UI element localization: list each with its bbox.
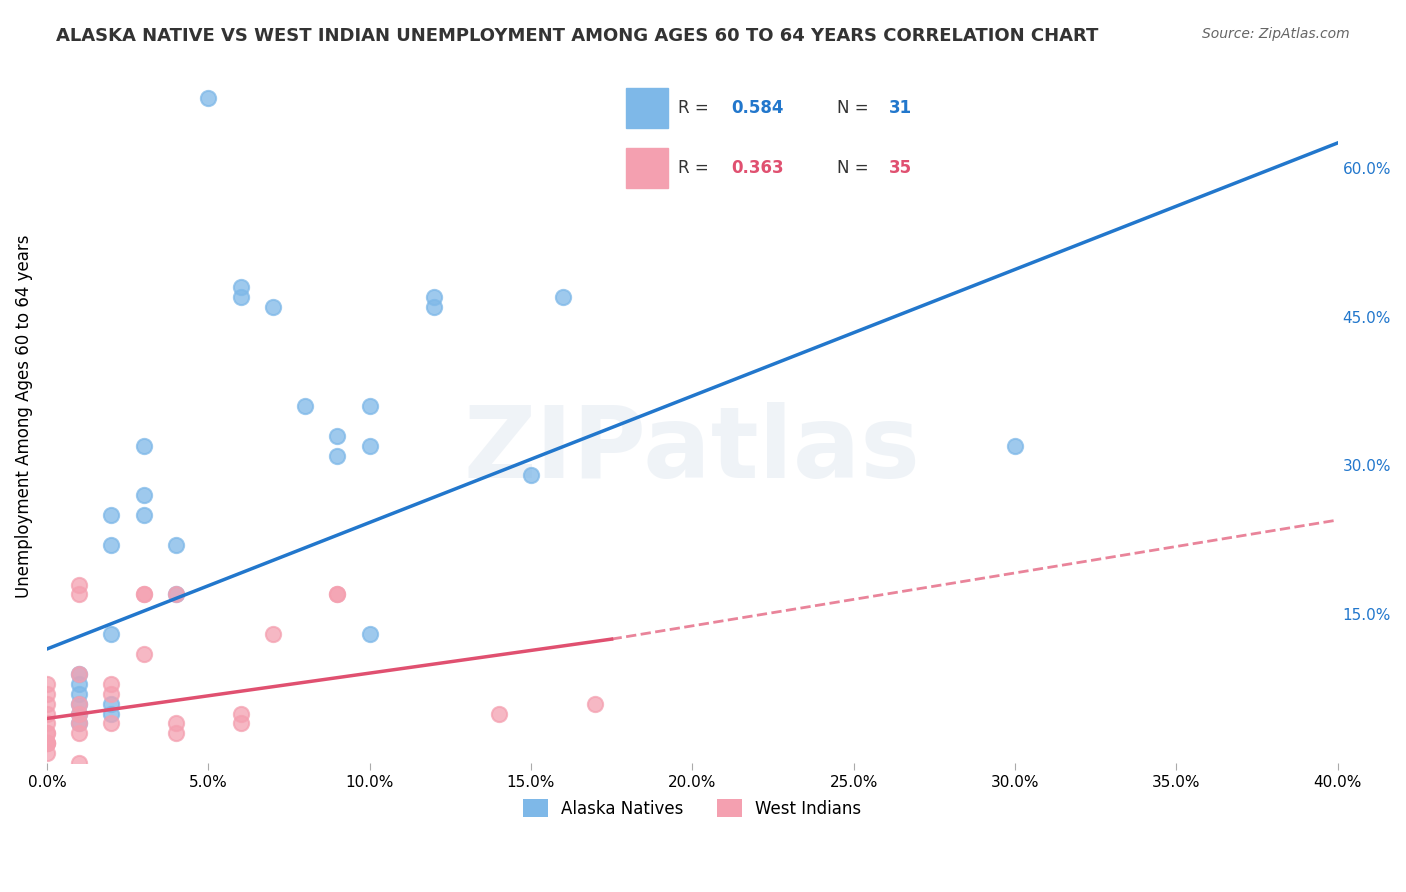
Point (132, 647, 155, 661)
Text: N =: N = (837, 100, 873, 118)
Point (553, 290, 575, 304)
Point (35, 677, 58, 691)
Point (132, 587, 155, 601)
Point (100, 716, 122, 731)
Text: ZIPatlas: ZIPatlas (464, 402, 921, 499)
Point (100, 508, 122, 522)
Point (165, 716, 187, 731)
Point (67, 706, 90, 721)
Point (67, 577, 90, 591)
Point (67, 716, 90, 731)
Point (35, 687, 58, 701)
Point (229, 716, 252, 731)
Point (35, 726, 58, 740)
Point (262, 627, 284, 641)
Point (67, 706, 90, 721)
Point (262, 300, 284, 314)
Point (100, 538, 122, 552)
Point (67, 666, 90, 681)
Point (67, 687, 90, 701)
Text: 35: 35 (889, 160, 912, 178)
Text: 0.363: 0.363 (731, 160, 783, 178)
Point (132, 508, 155, 522)
Point (229, 280, 252, 294)
Point (35, 746, 58, 760)
Point (132, 439, 155, 453)
Point (67, 697, 90, 711)
Point (100, 677, 122, 691)
Point (100, 687, 122, 701)
Point (1004, 439, 1026, 453)
Point (423, 300, 446, 314)
Point (35, 716, 58, 731)
Point (359, 439, 381, 453)
Point (359, 627, 381, 641)
Point (165, 587, 187, 601)
Point (132, 587, 155, 601)
Point (165, 538, 187, 552)
FancyBboxPatch shape (626, 88, 668, 128)
Legend: Alaska Natives, West Indians: Alaska Natives, West Indians (516, 793, 868, 824)
Point (67, 697, 90, 711)
Point (67, 587, 90, 601)
Point (35, 736, 58, 750)
Point (197, 91, 219, 105)
Text: Source: ZipAtlas.com: Source: ZipAtlas.com (1202, 27, 1350, 41)
Point (132, 488, 155, 502)
Point (326, 587, 349, 601)
Point (35, 736, 58, 750)
Y-axis label: Unemployment Among Ages 60 to 64 years: Unemployment Among Ages 60 to 64 years (15, 234, 32, 598)
Point (326, 449, 349, 463)
Point (35, 706, 58, 721)
Point (67, 726, 90, 740)
Text: 31: 31 (889, 100, 912, 118)
Point (488, 706, 510, 721)
Point (35, 697, 58, 711)
Point (67, 666, 90, 681)
Text: 0.584: 0.584 (731, 100, 783, 118)
Point (35, 726, 58, 740)
Point (35, 736, 58, 750)
Point (67, 716, 90, 731)
Point (100, 627, 122, 641)
Point (326, 428, 349, 442)
Text: R =: R = (678, 100, 714, 118)
Text: R =: R = (678, 160, 714, 178)
Point (423, 290, 446, 304)
Point (67, 677, 90, 691)
Point (294, 399, 316, 413)
Point (100, 706, 122, 721)
FancyBboxPatch shape (626, 148, 668, 188)
Point (359, 399, 381, 413)
Point (67, 756, 90, 771)
Point (520, 468, 543, 483)
Point (165, 726, 187, 740)
Point (229, 290, 252, 304)
Point (229, 706, 252, 721)
Point (100, 697, 122, 711)
Text: N =: N = (837, 160, 873, 178)
Text: ALASKA NATIVE VS WEST INDIAN UNEMPLOYMENT AMONG AGES 60 TO 64 YEARS CORRELATION : ALASKA NATIVE VS WEST INDIAN UNEMPLOYMEN… (56, 27, 1098, 45)
Point (326, 587, 349, 601)
Point (165, 587, 187, 601)
Point (585, 697, 607, 711)
